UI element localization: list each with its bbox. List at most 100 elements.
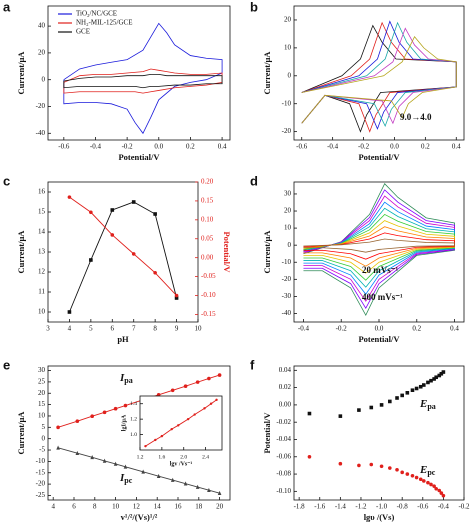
data-point [439,371,444,376]
y-tick-label: 30 [38,366,46,374]
x-tick-label: -0.2 [458,503,470,511]
annotation: Ipa [119,372,133,385]
y-tick-label: 0.00 [279,401,292,409]
data-point [123,403,128,408]
y2-tick-label: -0.15 [201,310,216,318]
y-tick-label: 10 [284,43,292,51]
data-point [369,405,374,410]
data-point [123,464,128,469]
y-tick-label: 20 [38,389,46,397]
x-tick-label: 6 [72,503,76,511]
x-axis-label: pH [117,334,129,344]
series-line [63,73,223,89]
y-tick-label: 0.02 [279,383,292,391]
plot-frame [47,5,231,141]
data-point [110,233,115,237]
y-tick-label: 11 [38,288,45,296]
x-tick-label: 0.2 [186,143,195,151]
y-tick-label: -20 [282,275,292,283]
x-tick-label: 3 [46,325,50,333]
y-tick-label: -5 [39,446,45,454]
annotation-text: 9.0→4.0 [400,112,432,122]
data-point [439,491,444,495]
y-tick-label: -20 [282,127,292,135]
x-tick-label: 5 [89,325,93,333]
x-tick-label: 9 [175,325,179,333]
data-point [90,414,94,418]
x-tick-label: 16 [175,503,183,511]
x-tick-label: 8 [153,325,157,333]
data-point [56,445,60,450]
y-tick-label: 20 [38,49,46,57]
data-point [113,461,118,466]
data-point [418,477,423,482]
data-point [410,473,415,478]
panel-label: c [3,173,10,188]
y2-axis-label: Potential/V [222,231,232,273]
data-point [422,383,426,387]
data-point [174,296,179,300]
y-axis-label: Current/μA [16,51,26,95]
panel-label: d [250,173,258,188]
data-point [195,380,200,384]
y-tick-label: 0 [42,434,46,442]
data-point [141,469,145,474]
x-tick-label: 0.4 [452,143,461,151]
y-tick-label: 20 [284,16,292,24]
x-tick-label: -0.2 [122,143,134,151]
data-point [429,378,433,383]
annotation: 400 mVs⁻¹ [362,292,403,302]
y-tick-label: -20 [36,480,46,488]
x-tick-label: 10 [112,503,120,511]
data-point [429,482,433,487]
annotation-text: E [419,464,427,476]
data-point [441,370,446,374]
y-tick-label: 40 [38,22,46,30]
x-axis-label: lgv /Vs⁻¹ [170,461,193,467]
y-tick-label: 1.0 [130,432,137,438]
annotation-text: 400 mVs⁻¹ [362,292,403,302]
data-point [388,466,392,470]
y-axis-label: Current/μA [16,230,26,274]
y-tick-label: -30 [282,292,292,300]
y-tick-label: 30 [284,190,292,198]
plot-frame [47,181,199,323]
y-tick-label: -10 [282,258,292,266]
y-tick-label: -0.06 [276,452,291,460]
data-point [215,398,218,402]
data-point [102,410,107,415]
data-point [207,487,211,493]
y-tick-label: 14 [38,228,46,236]
x-tick-label: 0.4 [450,325,459,333]
x-tick-label: 1.6 [158,454,165,460]
data-point [437,373,442,378]
data-point [153,212,157,216]
series-line [301,35,457,124]
panel-label: f [250,357,255,372]
x-tick-label: -1.0 [376,503,388,511]
x-tick-label: 0.4 [218,143,227,151]
data-point [338,414,343,418]
annotation-sub: pa [427,402,435,411]
y-tick-label: 0 [42,75,46,83]
x-tick-label: 20 [216,503,224,511]
data-point [209,402,213,405]
x-tick-label: -0.4 [298,325,310,333]
data-point [405,472,410,476]
data-point [388,399,392,404]
x-tick-label: 2.0 [180,454,187,460]
data-point [217,490,222,495]
y-tick-label: 20 [284,207,292,215]
x-tick-label: -0.8 [397,503,409,511]
x-tick-label: 14 [154,503,162,511]
annotation-text: 20 mVs⁻¹ [362,265,398,275]
data-point [307,454,312,459]
y-tick-label: -25 [36,491,46,499]
x-tick-label: -0.2 [336,325,348,333]
data-point [183,481,188,486]
annotation-text: I [119,472,125,484]
x-axis-label: v¹/²/(Vs)¹/² [121,512,158,522]
x-tick-label: -0.4 [90,143,102,151]
y-axis-label: Current/μA [262,230,272,274]
y-tick-label: -40 [36,129,46,137]
